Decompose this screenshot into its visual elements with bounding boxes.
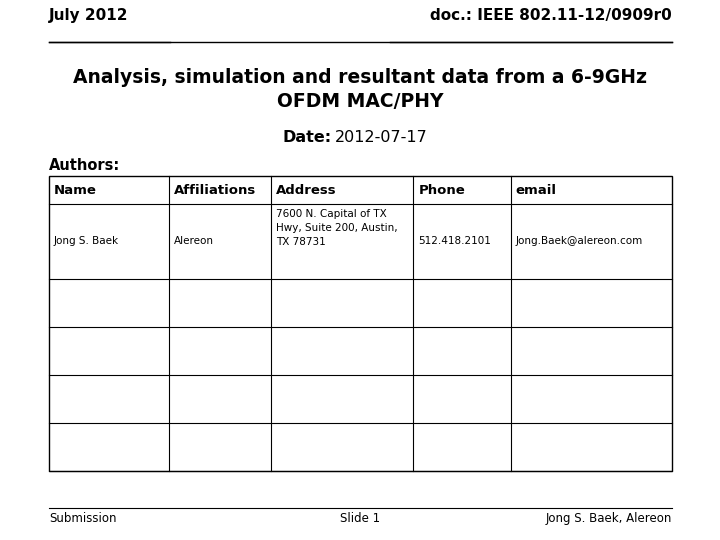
Text: Address: Address	[276, 184, 337, 197]
Text: Submission: Submission	[49, 512, 117, 525]
Text: Analysis, simulation and resultant data from a 6-9GHz: Analysis, simulation and resultant data …	[73, 68, 647, 87]
Text: Affiliations: Affiliations	[174, 184, 256, 197]
Text: 2012-07-17: 2012-07-17	[335, 130, 428, 145]
Text: July 2012: July 2012	[49, 8, 128, 23]
Text: OFDM MAC/PHY: OFDM MAC/PHY	[276, 92, 444, 111]
Text: Alereon: Alereon	[174, 237, 214, 246]
Text: doc.: IEEE 802.11-12/0909r0: doc.: IEEE 802.11-12/0909r0	[431, 8, 672, 23]
Text: Jong.Baek@alereon.com: Jong.Baek@alereon.com	[516, 237, 643, 246]
Bar	[49, 176, 672, 471]
Text: Authors:: Authors:	[49, 158, 120, 173]
Text: 7600 N. Capital of TX
Hwy, Suite 200, Austin,
TX 78731: 7600 N. Capital of TX Hwy, Suite 200, Au…	[276, 209, 398, 247]
Text: Date:: Date:	[283, 130, 332, 145]
Text: Phone: Phone	[418, 184, 465, 197]
Text: Slide 1: Slide 1	[340, 512, 380, 525]
Text: Jong S. Baek: Jong S. Baek	[54, 237, 119, 246]
Text: Name: Name	[54, 184, 97, 197]
Text: email: email	[516, 184, 557, 197]
Text: Jong S. Baek, Alereon: Jong S. Baek, Alereon	[546, 512, 672, 525]
Text: 512.418.2101: 512.418.2101	[418, 237, 491, 246]
